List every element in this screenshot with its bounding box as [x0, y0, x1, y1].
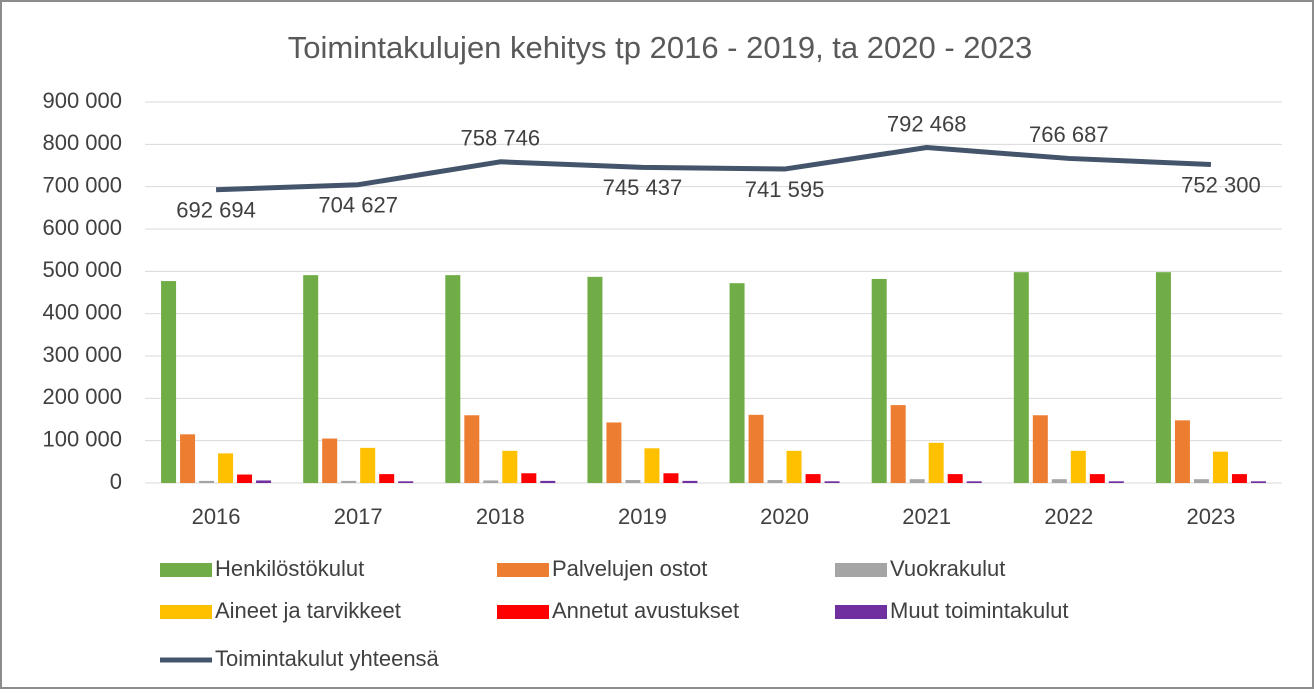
bar	[502, 450, 518, 483]
bar	[1250, 481, 1266, 483]
bar	[729, 283, 745, 483]
bar	[625, 480, 641, 483]
bar	[341, 480, 357, 483]
legend-label: Toimintakulut yhteensä	[215, 646, 440, 671]
data-label: 758 746	[461, 126, 541, 151]
bar	[786, 450, 802, 483]
y-tick-label: 400 000	[42, 299, 122, 324]
y-tick-label: 600 000	[42, 215, 122, 240]
chart-title: Toimintakulujen kehitys tp 2016 - 2019, …	[288, 30, 1032, 65]
bar	[767, 480, 783, 483]
legend-label: Muut toimintakulut	[890, 598, 1069, 623]
x-tick-label: 2021	[902, 504, 951, 529]
legend-swatch	[835, 563, 887, 577]
x-tick-label: 2022	[1044, 504, 1093, 529]
bar	[587, 276, 603, 483]
bar	[966, 481, 982, 483]
legend-label: Henkilöstökulut	[215, 556, 364, 581]
bar	[303, 275, 319, 483]
bar	[1070, 450, 1086, 483]
data-label: 745 437	[603, 175, 683, 200]
bar	[748, 414, 764, 483]
bar	[644, 448, 660, 483]
y-tick-label: 0	[110, 469, 122, 494]
y-tick-label: 100 000	[42, 426, 122, 451]
bar	[398, 481, 414, 483]
legend-swatch	[497, 605, 549, 619]
bar	[540, 480, 556, 483]
x-tick-label: 2023	[1186, 504, 1235, 529]
x-tick-label: 2018	[476, 504, 525, 529]
x-tick-label: 2020	[760, 504, 809, 529]
bar	[1231, 474, 1247, 483]
legend-swatch	[497, 563, 549, 577]
bar	[1089, 474, 1105, 483]
line	[215, 145, 1212, 193]
bar	[360, 447, 376, 483]
bar	[1108, 481, 1124, 483]
bar	[909, 479, 925, 483]
legend-label: Annetut avustukset	[552, 598, 739, 623]
bar	[464, 415, 480, 483]
bar	[928, 442, 944, 483]
legend-label: Aineet ja tarvikkeet	[215, 598, 401, 623]
bar	[322, 438, 338, 483]
bar	[1051, 479, 1067, 483]
bar	[824, 481, 840, 483]
bar	[445, 275, 461, 483]
bar	[663, 473, 679, 483]
legend-swatch	[835, 605, 887, 619]
y-tick-label: 800 000	[42, 130, 122, 155]
legend-swatch	[160, 605, 212, 619]
bar	[256, 480, 272, 483]
legend-swatch	[160, 563, 212, 577]
data-label: 752 300	[1181, 172, 1261, 197]
legend-label: Vuokrakulut	[890, 556, 1005, 581]
bar	[682, 480, 698, 483]
y-tick-label: 200 000	[42, 384, 122, 409]
data-label: 692 694	[176, 198, 256, 223]
data-label: 704 627	[318, 193, 398, 218]
bar	[1013, 272, 1029, 483]
data-label: 766 687	[1029, 122, 1109, 147]
bar	[161, 281, 177, 483]
bar	[1032, 415, 1048, 483]
bar	[180, 434, 196, 483]
legend-label: Palvelujen ostot	[552, 556, 707, 581]
bar	[947, 474, 963, 483]
bar	[1174, 420, 1190, 483]
y-tick-label: 700 000	[42, 172, 122, 197]
x-tick-label: 2017	[334, 504, 383, 529]
y-tick-label: 300 000	[42, 342, 122, 367]
bar	[379, 474, 395, 483]
data-label: 741 595	[745, 177, 825, 202]
bar	[606, 422, 622, 483]
x-tick-label: 2016	[192, 504, 241, 529]
bar	[805, 474, 821, 483]
bar	[1193, 479, 1209, 483]
y-tick-label: 900 000	[42, 88, 122, 113]
bar	[218, 453, 234, 483]
bar	[1212, 451, 1228, 483]
bar	[890, 405, 906, 483]
bar	[1155, 272, 1171, 483]
data-label: 792 468	[887, 111, 967, 136]
x-tick-label: 2019	[618, 504, 667, 529]
bar	[199, 480, 215, 483]
bar	[237, 474, 253, 483]
bar	[483, 480, 499, 483]
bar	[871, 278, 887, 483]
y-tick-label: 500 000	[42, 257, 122, 282]
bar	[521, 473, 537, 483]
